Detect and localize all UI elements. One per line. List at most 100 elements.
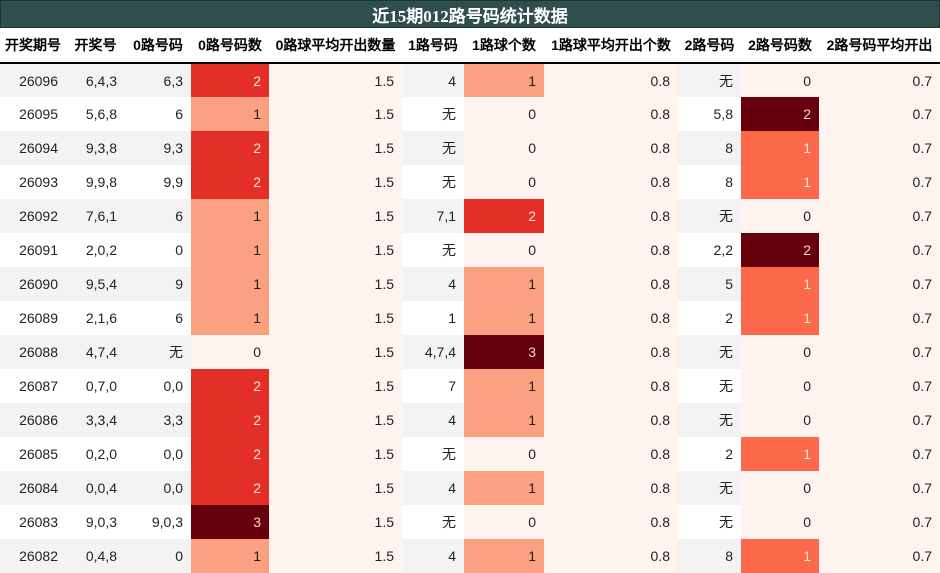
route2-avg-cell: 0.7 bbox=[819, 505, 940, 539]
table-title: 近15期012路号码统计数据 bbox=[0, 0, 940, 28]
draw-cell: 3,3,4 bbox=[66, 403, 125, 437]
issue-cell: 26096 bbox=[0, 63, 66, 97]
issue-cell: 26087 bbox=[0, 369, 66, 403]
route2-avg-cell: 0.7 bbox=[819, 539, 940, 573]
route0-count-cell: 3 bbox=[191, 505, 269, 539]
col-header-draw[interactable]: 开奖号 bbox=[66, 28, 125, 64]
draw-cell: 9,9,8 bbox=[66, 165, 125, 199]
draw-cell: 2,1,6 bbox=[66, 301, 125, 335]
route0-count-cell: 2 bbox=[191, 63, 269, 97]
issue-cell: 26088 bbox=[0, 335, 66, 369]
route0-numbers-cell: 无 bbox=[125, 335, 191, 369]
col-header-route2-avg[interactable]: 2路号码平均开出 bbox=[819, 28, 940, 64]
route2-numbers-cell: 2,2 bbox=[678, 233, 741, 267]
draw-cell: 0,0,4 bbox=[66, 471, 125, 505]
route2-count-cell: 0 bbox=[741, 471, 819, 505]
route0-avg-cell: 1.5 bbox=[269, 233, 402, 267]
route0-avg-cell: 1.5 bbox=[269, 505, 402, 539]
route0-numbers-cell: 0 bbox=[125, 539, 191, 573]
draw-cell: 2,0,2 bbox=[66, 233, 125, 267]
issue-cell: 26091 bbox=[0, 233, 66, 267]
route1-numbers-cell: 1 bbox=[402, 301, 464, 335]
issue-cell: 26086 bbox=[0, 403, 66, 437]
route1-avg-cell: 0.8 bbox=[544, 97, 678, 131]
table-row: 26092 7,6,1 6 1 1.5 7,1 2 0.8 无 0 0.7 bbox=[0, 199, 940, 233]
route1-count-cell: 0 bbox=[464, 233, 544, 267]
draw-cell: 4,7,4 bbox=[66, 335, 125, 369]
route2-count-cell: 0 bbox=[741, 199, 819, 233]
route2-avg-cell: 0.7 bbox=[819, 267, 940, 301]
table-row: 26089 2,1,6 6 1 1.5 1 1 0.8 2 1 0.7 bbox=[0, 301, 940, 335]
route0-avg-cell: 1.5 bbox=[269, 131, 402, 165]
issue-cell: 26093 bbox=[0, 165, 66, 199]
col-header-route1-count[interactable]: 1路球个数 bbox=[464, 28, 544, 64]
route1-count-cell: 0 bbox=[464, 437, 544, 471]
table-row: 26086 3,3,4 3,3 2 1.5 4 1 0.8 无 0 0.7 bbox=[0, 403, 940, 437]
issue-cell: 26083 bbox=[0, 505, 66, 539]
route1-avg-cell: 0.8 bbox=[544, 335, 678, 369]
route0-avg-cell: 1.5 bbox=[269, 403, 402, 437]
draw-cell: 6,4,3 bbox=[66, 63, 125, 97]
col-header-route2-numbers[interactable]: 2路号码 bbox=[678, 28, 741, 64]
route2-numbers-cell: 2 bbox=[678, 301, 741, 335]
issue-cell: 26084 bbox=[0, 471, 66, 505]
route1-count-cell: 0 bbox=[464, 131, 544, 165]
route1-count-cell: 0 bbox=[464, 165, 544, 199]
draw-cell: 9,0,3 bbox=[66, 505, 125, 539]
route1-count-cell: 1 bbox=[464, 267, 544, 301]
draw-cell: 9,5,4 bbox=[66, 267, 125, 301]
route0-count-cell: 2 bbox=[191, 165, 269, 199]
route2-avg-cell: 0.7 bbox=[819, 233, 940, 267]
route1-avg-cell: 0.8 bbox=[544, 131, 678, 165]
route1-count-cell: 1 bbox=[464, 539, 544, 573]
col-header-route0-count[interactable]: 0路号码数 bbox=[191, 28, 269, 64]
draw-cell: 0,7,0 bbox=[66, 369, 125, 403]
route0-count-cell: 2 bbox=[191, 369, 269, 403]
route1-numbers-cell: 4,7,4 bbox=[402, 335, 464, 369]
route1-avg-cell: 0.8 bbox=[544, 471, 678, 505]
col-header-route0-avg[interactable]: 0路球平均开出数量 bbox=[269, 28, 402, 64]
route0-avg-cell: 1.5 bbox=[269, 97, 402, 131]
route1-numbers-cell: 4 bbox=[402, 471, 464, 505]
table-row: 26096 6,4,3 6,3 2 1.5 4 1 0.8 无 0 0.7 bbox=[0, 63, 940, 97]
col-header-route0-numbers[interactable]: 0路号码 bbox=[125, 28, 191, 64]
route1-numbers-cell: 无 bbox=[402, 131, 464, 165]
route1-count-cell: 1 bbox=[464, 63, 544, 97]
route0-count-cell: 1 bbox=[191, 267, 269, 301]
route2-count-cell: 2 bbox=[741, 97, 819, 131]
col-header-route1-avg[interactable]: 1路球平均开出个数 bbox=[544, 28, 678, 64]
route1-numbers-cell: 无 bbox=[402, 165, 464, 199]
route1-count-cell: 0 bbox=[464, 505, 544, 539]
route1-avg-cell: 0.8 bbox=[544, 403, 678, 437]
stats-table: 开奖期号 开奖号 0路号码 0路号码数 0路球平均开出数量 1路号码 1路球个数… bbox=[0, 28, 940, 573]
route2-count-cell: 0 bbox=[741, 335, 819, 369]
route0-avg-cell: 1.5 bbox=[269, 437, 402, 471]
table-row: 26084 0,0,4 0,0 2 1.5 4 1 0.8 无 0 0.7 bbox=[0, 471, 940, 505]
route2-avg-cell: 0.7 bbox=[819, 471, 940, 505]
route0-numbers-cell: 0 bbox=[125, 233, 191, 267]
route1-numbers-cell: 4 bbox=[402, 267, 464, 301]
route2-avg-cell: 0.7 bbox=[819, 369, 940, 403]
route2-numbers-cell: 8 bbox=[678, 165, 741, 199]
issue-cell: 26090 bbox=[0, 267, 66, 301]
route2-avg-cell: 0.7 bbox=[819, 131, 940, 165]
issue-cell: 26082 bbox=[0, 539, 66, 573]
table-row: 26088 4,7,4 无 0 1.5 4,7,4 3 0.8 无 0 0.7 bbox=[0, 335, 940, 369]
route0-avg-cell: 1.5 bbox=[269, 165, 402, 199]
route1-avg-cell: 0.8 bbox=[544, 369, 678, 403]
route0-numbers-cell: 9 bbox=[125, 267, 191, 301]
col-header-route2-count[interactable]: 2路号码数 bbox=[741, 28, 819, 64]
route1-numbers-cell: 无 bbox=[402, 437, 464, 471]
issue-cell: 26085 bbox=[0, 437, 66, 471]
route2-numbers-cell: 无 bbox=[678, 403, 741, 437]
col-header-issue[interactable]: 开奖期号 bbox=[0, 28, 66, 64]
route1-numbers-cell: 4 bbox=[402, 403, 464, 437]
route0-count-cell: 0 bbox=[191, 335, 269, 369]
col-header-route1-numbers[interactable]: 1路号码 bbox=[402, 28, 464, 64]
route2-numbers-cell: 8 bbox=[678, 539, 741, 573]
route0-count-cell: 2 bbox=[191, 471, 269, 505]
route2-numbers-cell: 无 bbox=[678, 63, 741, 97]
route0-numbers-cell: 6,3 bbox=[125, 63, 191, 97]
route0-numbers-cell: 6 bbox=[125, 199, 191, 233]
route0-avg-cell: 1.5 bbox=[269, 335, 402, 369]
